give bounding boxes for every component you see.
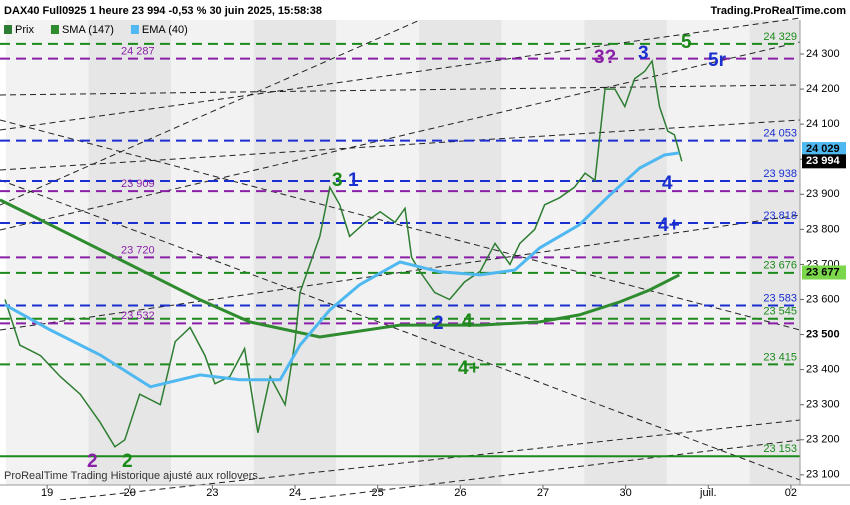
wave-label: 4 — [462, 311, 473, 332]
y-tick-label: 23 600 — [806, 293, 840, 305]
legend-label: EMA (40) — [142, 24, 188, 36]
x-tick-label: 23 — [206, 487, 218, 499]
trend-line — [0, 17, 801, 131]
wave-label: 1 — [348, 170, 359, 191]
x-tick-label: 19 — [41, 487, 53, 499]
y-axis-area — [800, 20, 850, 485]
wave-label: 2 — [87, 451, 98, 472]
trend-line — [0, 19, 421, 206]
trend-line — [0, 179, 801, 481]
x-tick-label: 20 — [124, 487, 136, 499]
level-label: 23 676 — [763, 260, 797, 272]
wave-label: 3? — [594, 47, 616, 68]
y-tick-label: 23 100 — [806, 469, 840, 481]
series-line — [0, 198, 680, 339]
x-tick-label: 24 — [289, 487, 301, 499]
y-tick-label: 23 900 — [806, 188, 840, 200]
x-tick-label: juil. — [699, 487, 717, 499]
trend-line — [0, 119, 801, 171]
trend-lines — [0, 17, 801, 501]
level-label: 23 938 — [763, 168, 797, 180]
y-tick-label: 23 300 — [806, 399, 840, 411]
legend-swatch — [50, 25, 59, 34]
price-box — [802, 142, 846, 157]
chart-title: DAX40 Full0925 1 heure 23 994 -0,53 % 30… — [4, 5, 322, 17]
wave-label: 3 — [332, 170, 343, 191]
wave-label: 3 — [638, 43, 649, 64]
day-band — [88, 20, 172, 485]
day-band — [419, 20, 502, 485]
source: Trading.ProRealTime.com — [710, 5, 846, 17]
series-line — [4, 59, 683, 448]
trend-line — [59, 419, 801, 501]
wave-label: 4+ — [658, 215, 680, 236]
trend-line — [299, 439, 801, 501]
y-tick-label: 23 200 — [806, 434, 840, 446]
plot: 24 329 24 287 24 053 23 938 23 909 23 818 23 7… — [0, 31, 800, 458]
price-box — [802, 265, 846, 280]
legend-label: Prix — [15, 24, 34, 36]
wave-labels: 3? 3 5 5r 3 1 4 4+ 2 4 4+ 2 2 — [87, 32, 727, 472]
y-tick-label: 24 200 — [806, 83, 840, 95]
wave-label: 5 — [681, 32, 692, 53]
level-label: 23 720 — [121, 244, 155, 256]
price-box — [802, 154, 846, 169]
x-tick-label: 26 — [454, 487, 466, 499]
level-label: 23 909 — [121, 178, 155, 190]
y-tick-label: 23 800 — [806, 223, 840, 235]
y-tick-label: 23 500 — [806, 328, 840, 340]
price-box-label: 23 994 — [806, 155, 841, 167]
legend-label: SMA (147) — [62, 24, 114, 36]
wave-label: 4 — [662, 173, 673, 194]
trend-line — [0, 119, 801, 331]
legend: Prix SMA (147) EMA (40) — [4, 24, 188, 36]
x-tick-label: 25 — [372, 487, 384, 499]
price-box-label: 23 677 — [806, 266, 840, 278]
day-band — [666, 20, 750, 485]
trend-line — [0, 41, 801, 231]
legend-swatch — [4, 25, 12, 34]
day-band — [336, 20, 420, 485]
day-band — [584, 20, 667, 485]
level-label: 23 415 — [763, 351, 797, 363]
level-label: 23 545 — [763, 306, 797, 318]
level-label: 24 329 — [763, 31, 797, 43]
price-box-label: 24 029 — [806, 143, 840, 155]
wave-label: 4+ — [458, 358, 480, 379]
axes: 23 100 23 200 23 300 23 400 23 500 23 600 23 7… — [41, 48, 846, 499]
trend-line — [0, 84, 801, 96]
legend-swatch — [130, 25, 139, 34]
day-band — [171, 20, 254, 485]
level-label: 23 153 — [763, 443, 797, 455]
series-line — [4, 151, 680, 389]
x-tick-label: 30 — [619, 487, 631, 499]
wave-label: 2 — [122, 451, 133, 472]
level-label: 23 818 — [763, 210, 797, 222]
level-label: 23 583 — [763, 292, 797, 304]
y-tick-label: 24 300 — [806, 48, 840, 60]
footnote: ProRealTime Trading Historique ajusté au… — [4, 470, 258, 482]
x-tick-label: 27 — [537, 487, 549, 499]
day-band — [749, 20, 800, 485]
day-bands — [5, 20, 800, 485]
y-tick-label: 24 100 — [806, 118, 840, 130]
level-label: 23 532 — [121, 310, 155, 322]
wave-label: 5r — [708, 50, 727, 71]
level-label: 24 287 — [121, 45, 155, 57]
day-band — [501, 20, 585, 485]
wave-label: 2 — [433, 313, 444, 334]
day-band — [253, 20, 337, 485]
level-label: 24 053 — [763, 128, 797, 140]
y-tick-label: 23 400 — [806, 364, 840, 376]
x-tick-label: 02 — [785, 487, 797, 499]
day-band — [5, 20, 89, 485]
